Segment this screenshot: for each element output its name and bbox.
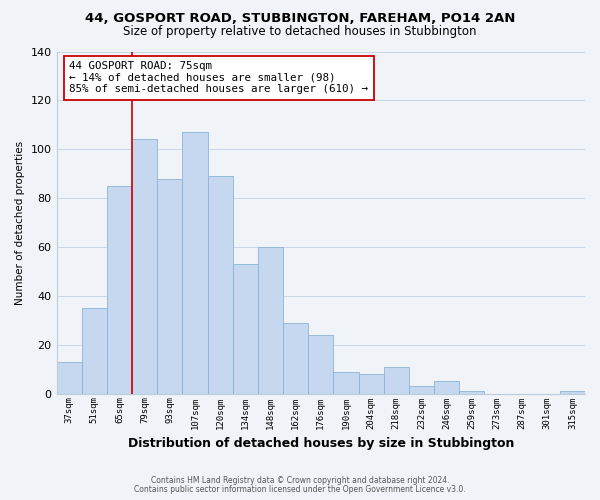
Bar <box>82 308 107 394</box>
Bar <box>409 386 434 394</box>
X-axis label: Distribution of detached houses by size in Stubbington: Distribution of detached houses by size … <box>128 437 514 450</box>
Bar <box>157 178 182 394</box>
Text: 44 GOSPORT ROAD: 75sqm
← 14% of detached houses are smaller (98)
85% of semi-det: 44 GOSPORT ROAD: 75sqm ← 14% of detached… <box>69 62 368 94</box>
Bar <box>359 374 383 394</box>
Bar <box>434 382 459 394</box>
Bar <box>182 132 208 394</box>
Y-axis label: Number of detached properties: Number of detached properties <box>15 140 25 304</box>
Bar <box>208 176 233 394</box>
Text: Contains public sector information licensed under the Open Government Licence v3: Contains public sector information licen… <box>134 485 466 494</box>
Text: 44, GOSPORT ROAD, STUBBINGTON, FAREHAM, PO14 2AN: 44, GOSPORT ROAD, STUBBINGTON, FAREHAM, … <box>85 12 515 26</box>
Bar <box>258 247 283 394</box>
Bar <box>283 323 308 394</box>
Bar <box>560 391 585 394</box>
Bar <box>383 367 409 394</box>
Bar <box>459 391 484 394</box>
Text: Contains HM Land Registry data © Crown copyright and database right 2024.: Contains HM Land Registry data © Crown c… <box>151 476 449 485</box>
Bar <box>334 372 359 394</box>
Bar <box>308 335 334 394</box>
Bar <box>132 140 157 394</box>
Text: Size of property relative to detached houses in Stubbington: Size of property relative to detached ho… <box>123 25 477 38</box>
Bar <box>233 264 258 394</box>
Bar <box>56 362 82 394</box>
Bar <box>107 186 132 394</box>
